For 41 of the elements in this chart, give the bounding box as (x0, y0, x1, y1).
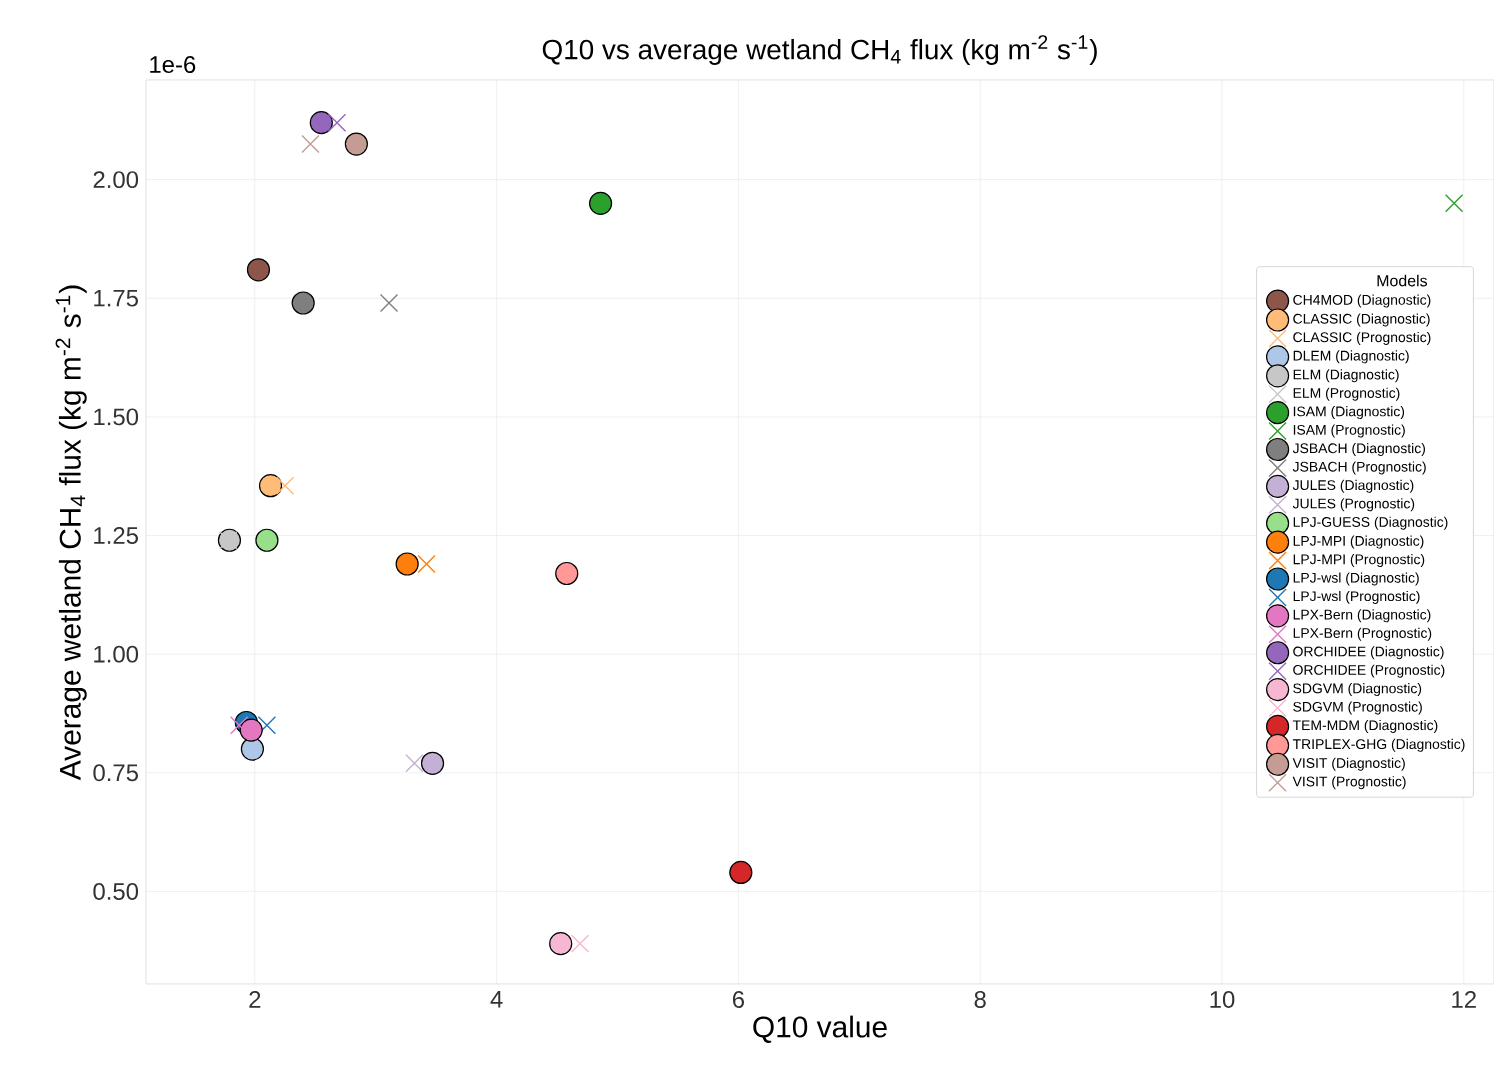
y-tick-label: 0.75 (93, 764, 138, 782)
point (549, 932, 573, 956)
x-axis-title: Q10 value (753, 1015, 887, 1043)
point (239, 718, 263, 742)
y-tick-label: 1.75 (94, 289, 138, 307)
point (240, 737, 265, 761)
point (344, 132, 368, 156)
point (257, 716, 277, 735)
y-axis-title: Average wetland CH$_{4}$ flux (kg m$^{-2}$ s$^{-1}$) (55, 285, 87, 781)
point (309, 111, 333, 135)
x-tick-label: 6 (732, 991, 745, 1008)
point (420, 751, 445, 775)
x-tick-label: 12 (1452, 991, 1476, 1008)
y-tick-label: 1.00 (94, 645, 139, 663)
chart-title: Q10 vs average wetland CH$_{4}$ flux (kg m$^{-2}$ s$^{-1}$) (542, 35, 1097, 65)
y-tick-label: 1.50 (94, 408, 139, 426)
point (229, 716, 249, 735)
point (395, 552, 419, 576)
point (255, 528, 279, 552)
point (379, 293, 399, 313)
point (258, 474, 283, 498)
x-tick-label: 2 (249, 991, 261, 1008)
point (275, 476, 295, 495)
point (555, 561, 579, 586)
y-tick-label: 2.00 (93, 171, 139, 189)
text: 1e-6 (150, 56, 196, 74)
y-tick-label: 0.50 (93, 882, 139, 900)
point (291, 291, 315, 315)
x-tick-label: 4 (490, 991, 503, 1008)
point (327, 113, 347, 132)
point (729, 860, 753, 885)
x-tick-label: 8 (974, 991, 986, 1008)
point (301, 134, 320, 154)
point (417, 554, 436, 574)
x-tick-label: 10 (1210, 991, 1235, 1008)
point (405, 754, 424, 773)
point (588, 191, 613, 215)
y-tick-label: 1.25 (94, 527, 138, 544)
point (570, 934, 590, 953)
point (246, 258, 271, 282)
point (1444, 194, 1464, 213)
